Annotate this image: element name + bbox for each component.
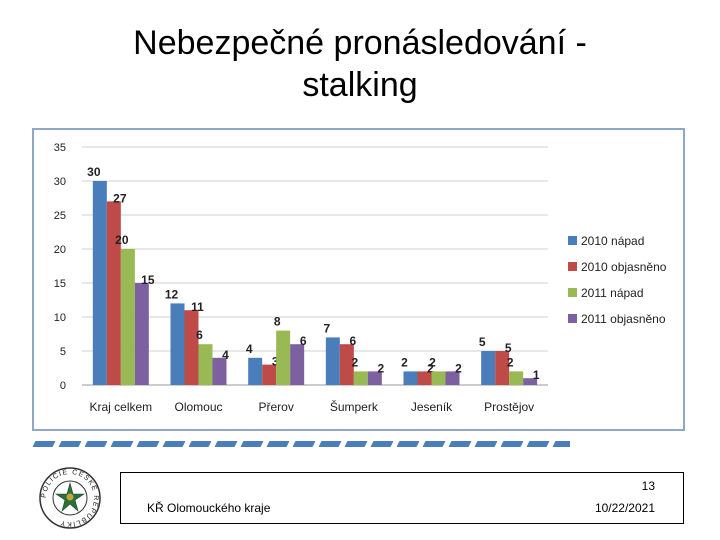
bar-2-2 — [184, 310, 199, 385]
data-label: 6 — [196, 328, 203, 342]
chart-frame: 0 5 10 15 20 25 30 35 30 27 20 15 Kraj celkem 12 11 6 4 O… — [32, 128, 685, 431]
legend-label-4: 2011 objasněno — [581, 312, 666, 326]
bar-4-4 — [367, 371, 382, 385]
data-label: 11 — [191, 300, 204, 314]
slide-title: Nebezpečné pronásledování - stalking — [0, 22, 720, 106]
data-label: 12 — [165, 287, 179, 301]
page-number: 13 — [641, 479, 655, 493]
data-label: 30 — [87, 165, 101, 179]
bar-2-4 — [212, 357, 227, 385]
x-tick-label: Olomouc — [174, 400, 222, 414]
bar-3-2 — [262, 364, 277, 385]
data-label: 20 — [115, 233, 129, 247]
data-label: 5 — [479, 335, 486, 349]
slide-title-line2: stalking — [302, 66, 418, 104]
data-label: 6 — [349, 334, 356, 348]
data-label: 2 — [377, 361, 384, 375]
bar-5-3 — [431, 371, 446, 385]
y-tick-label: 10 — [54, 312, 66, 324]
bar-1-2 — [106, 201, 121, 385]
bar-4-1 — [325, 337, 340, 385]
data-label: 4 — [222, 348, 229, 362]
data-label: 27 — [113, 191, 127, 205]
bar-6-4 — [523, 378, 538, 385]
data-label: 2 — [507, 355, 514, 369]
data-label: 1 — [533, 368, 540, 382]
legend-label-2: 2010 objasněno — [581, 260, 667, 274]
bar-4-3 — [353, 371, 368, 385]
legend-label-3: 2011 nápad — [581, 286, 644, 300]
bar-6-1 — [481, 351, 496, 385]
data-label: 2 — [429, 355, 436, 369]
bar-2-1 — [170, 303, 185, 385]
legend-label-1: 2010 nápad — [581, 234, 644, 248]
data-label: 15 — [141, 273, 155, 287]
bar-6-3 — [509, 371, 524, 385]
x-tick-label: Šumperk — [330, 399, 379, 414]
legend-swatch-3 — [568, 288, 577, 297]
x-tick-label: Prostějov — [484, 400, 534, 414]
bar-3-1 — [248, 357, 263, 385]
y-tick-label: 15 — [54, 278, 66, 290]
data-label: 8 — [274, 315, 281, 329]
data-label: 6 — [300, 334, 307, 348]
police-star-seal-icon: POLICIE ČESKÉ REPUBLIKY — [39, 467, 101, 529]
bar-4-2 — [339, 344, 354, 385]
police-logo: POLICIE ČESKÉ REPUBLIKY — [38, 466, 102, 530]
y-tick-label: 35 — [54, 142, 66, 154]
y-tick-label: 30 — [54, 176, 66, 188]
bar-5-4 — [445, 371, 460, 385]
y-tick-label: 5 — [60, 346, 66, 358]
bar-1-3 — [120, 249, 135, 385]
bar-6-2 — [495, 351, 510, 385]
data-label: 4 — [246, 342, 253, 356]
slide-title-line1: Nebezpečné pronásledování - — [133, 24, 587, 62]
data-label: 2 — [427, 361, 434, 375]
y-tick-label: 25 — [54, 210, 66, 222]
data-label: 2 — [401, 355, 408, 369]
bar-3-3 — [276, 330, 291, 385]
bar-5-2 — [417, 371, 432, 385]
data-label: 2 — [351, 355, 358, 369]
legend-swatch-4 — [568, 314, 577, 323]
data-label: 5 — [505, 341, 512, 355]
legend-swatch-2 — [568, 262, 577, 271]
organization-name: KŘ Olomouckého kraje — [147, 501, 271, 515]
bar-3-4 — [290, 344, 305, 385]
bar-1-1 — [92, 181, 107, 385]
footer-box: 13 KŘ Olomouckého kraje 10/22/2021 — [120, 472, 684, 524]
x-tick-label: Přerov — [258, 400, 293, 414]
bar-5-1 — [403, 371, 418, 385]
y-tick-label: 20 — [54, 244, 66, 256]
legend-swatch-1 — [568, 236, 577, 245]
data-label: 3 — [272, 355, 279, 369]
bar-2-3 — [198, 344, 213, 385]
bar-1-4 — [134, 283, 149, 385]
slide-date: 10/22/2021 — [594, 501, 655, 515]
data-label: 7 — [323, 321, 330, 335]
x-tick-label: Kraj celkem — [89, 400, 152, 414]
x-tick-label: Jeseník — [411, 400, 453, 414]
y-tick-label: 0 — [60, 380, 66, 392]
data-label: 2 — [455, 361, 462, 375]
decorative-stripe — [32, 441, 570, 447]
